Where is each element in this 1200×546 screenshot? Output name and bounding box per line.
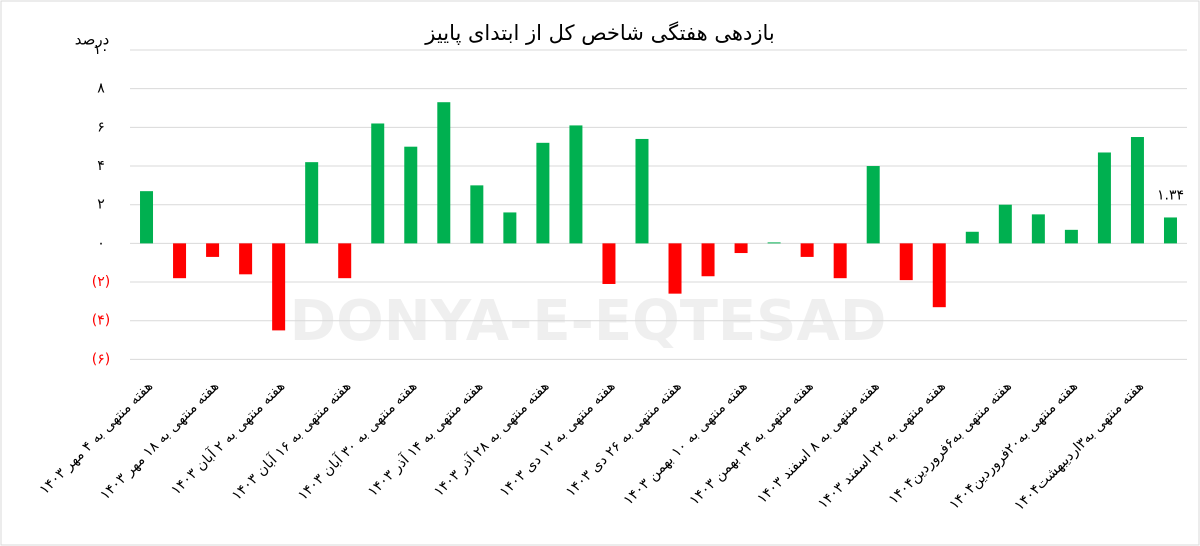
bar: [767, 242, 781, 244]
bar: [1130, 137, 1144, 244]
bar: [437, 102, 451, 244]
watermark: DONYA-E-EQTESAD: [290, 289, 887, 354]
bar: [800, 243, 814, 257]
bar: [371, 123, 385, 244]
bar: [206, 243, 220, 257]
bar: [1064, 229, 1078, 244]
bar: [470, 185, 484, 244]
bar: [602, 243, 616, 284]
bar: [833, 243, 847, 279]
bar: [701, 243, 715, 277]
y-tick-label: (۲): [92, 274, 110, 290]
bar: [866, 166, 880, 244]
y-tick-label: ۸: [97, 81, 105, 97]
y-tick-label: (۴): [92, 313, 110, 329]
bar: [734, 243, 748, 254]
y-tick-label: ۱۰: [93, 42, 108, 58]
bar: [932, 243, 946, 308]
bar: [536, 142, 550, 244]
bar: [1031, 214, 1045, 244]
bar: [998, 204, 1012, 244]
bar: [899, 243, 913, 281]
bar: [404, 146, 418, 244]
bar: [272, 243, 286, 331]
bar: [338, 243, 352, 279]
bar: [305, 162, 319, 244]
bar: [140, 191, 154, 244]
value-label: ۱.۳۴: [1157, 187, 1184, 203]
bar: [668, 243, 682, 294]
bar: [635, 138, 649, 244]
y-tick-label: (۶): [92, 351, 110, 367]
bar: [239, 243, 253, 275]
y-axis-label: درصد: [75, 31, 110, 49]
y-tick-label: ۰: [97, 235, 105, 251]
bar: [965, 231, 979, 244]
y-tick-label: ۲: [97, 197, 105, 213]
y-tick-label: ۴: [97, 158, 105, 174]
bar: [173, 243, 187, 279]
y-tick-label: ۶: [97, 119, 105, 135]
bar: [1097, 152, 1111, 244]
bar: [1163, 217, 1177, 244]
bar: [503, 212, 517, 244]
bar: [569, 125, 583, 244]
chart-title: بازدهی هفتگی شاخص کل از ابتدای پاییز: [424, 21, 774, 45]
